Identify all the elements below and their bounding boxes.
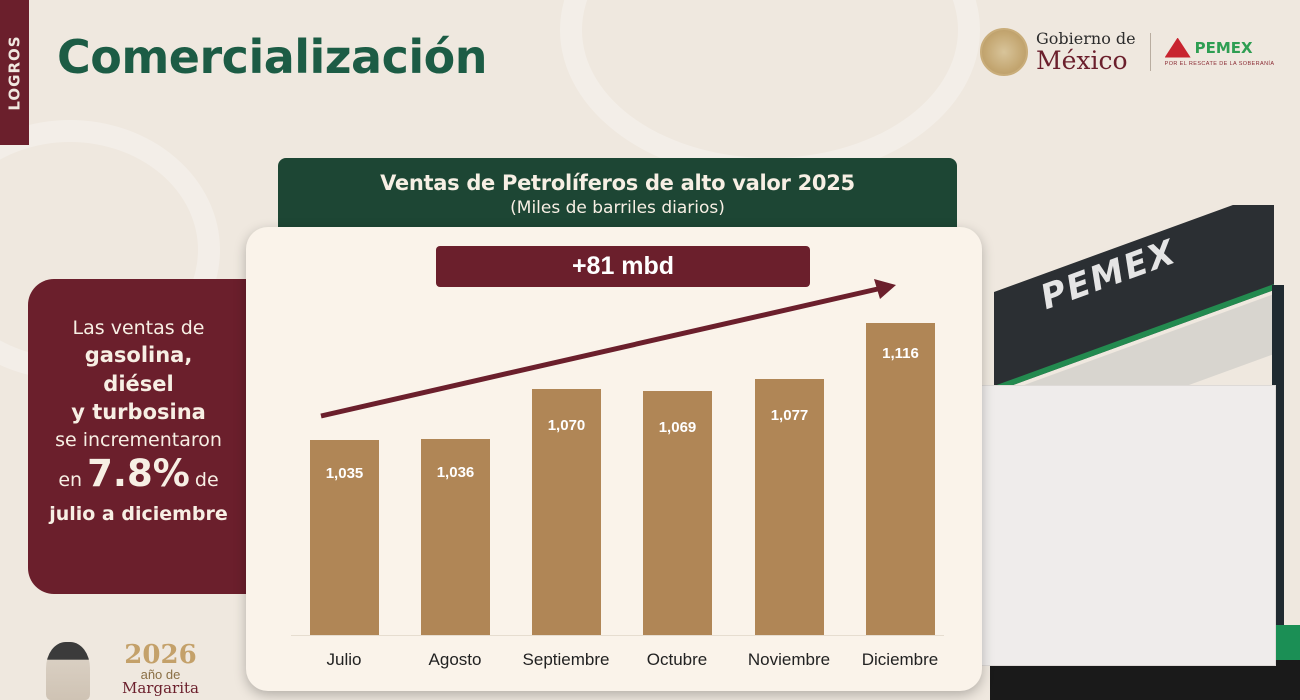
bar-value-label: 1,116 — [882, 345, 919, 362]
x-axis-label: Septiembre — [522, 650, 610, 669]
chart-bar: 1,077 — [755, 379, 824, 635]
callout-product: diésel — [103, 372, 174, 396]
header-logos: Gobierno de México PEMEX POR EL RESCATE … — [980, 26, 1274, 78]
chart-bar: 1,035 — [310, 440, 379, 635]
page-title: Comercialización — [57, 30, 488, 84]
chart-baseline — [291, 635, 944, 636]
summary-callout: Las ventas de gasolina, diésel y turbosi… — [28, 279, 249, 594]
section-tab: LOGROS — [0, 0, 29, 145]
year-honoree: Margarita — [122, 679, 199, 697]
logo-divider — [1149, 33, 1151, 71]
callout-line: se incrementaron — [55, 429, 222, 451]
chart-bar: 1,070 — [532, 389, 601, 635]
pemex-eagle-icon — [1164, 37, 1191, 58]
bar-value-label: 1,069 — [658, 418, 697, 436]
year-number: 2026 — [124, 640, 197, 670]
chart-header: Ventas de Petrolíferos de alto valor 202… — [278, 158, 957, 236]
chart-subtitle: (Miles de barriles diarios) — [510, 198, 725, 218]
gobierno-logo-line2: México — [1036, 46, 1128, 75]
bar-value-label: 1,077 — [770, 407, 809, 425]
callout-line: de — [194, 469, 219, 491]
x-axis-label: Julio — [326, 650, 362, 669]
x-axis-label: Noviembre — [747, 650, 831, 669]
callout-product: y turbosina — [71, 400, 206, 424]
portrait-icon — [46, 642, 90, 700]
x-axis-label: Diciembre — [861, 650, 939, 669]
background-ornament — [560, 0, 980, 180]
x-axis-label: Octubre — [646, 650, 708, 669]
chart-bar: 1,116 — [866, 323, 935, 635]
callout-product: gasolina, — [84, 343, 193, 367]
callout-period: julio a diciembre — [49, 503, 228, 525]
chart-bar: 1,069 — [643, 390, 712, 635]
callout-line: en — [58, 469, 83, 491]
ornamental-panel — [971, 385, 1276, 666]
bar-value-label: 1,036 — [436, 463, 475, 481]
year-subtitle: año de — [140, 667, 181, 682]
chart-bar: 1,036 — [421, 438, 490, 635]
chart-card: +81 mbd 1,035 Julio 1,036 Agosto 1,070 Septie… — [246, 227, 982, 691]
year-logo: 2026 año de Margarita — [46, 642, 199, 700]
pump-base — [990, 660, 1300, 700]
chart-title: Ventas de Petrolíferos de alto valor 202… — [380, 171, 855, 195]
x-axis-label: Agosto — [428, 650, 482, 669]
gobierno-logo: Gobierno de México — [1036, 29, 1136, 75]
increase-badge: +81 mbd — [436, 246, 810, 287]
pemex-logo-tagline: POR EL RESCATE DE LA SOBERANÍA — [1164, 60, 1275, 67]
pemex-logo-name: PEMEX — [1194, 38, 1253, 57]
growth-percentage: 7.8% — [87, 452, 190, 495]
mexico-seal-icon — [980, 28, 1028, 76]
trend-arrow-icon — [320, 279, 896, 419]
gobierno-logo-line1: Gobierno de — [1036, 29, 1136, 48]
callout-line: Las ventas de — [72, 317, 205, 339]
pemex-logo: PEMEX POR EL RESCATE DE LA SOBERANÍA — [1164, 37, 1275, 67]
section-tab-label: LOGROS — [5, 34, 24, 111]
bar-value-label: 1,070 — [547, 417, 586, 435]
bar-value-label: 1,035 — [325, 465, 364, 482]
